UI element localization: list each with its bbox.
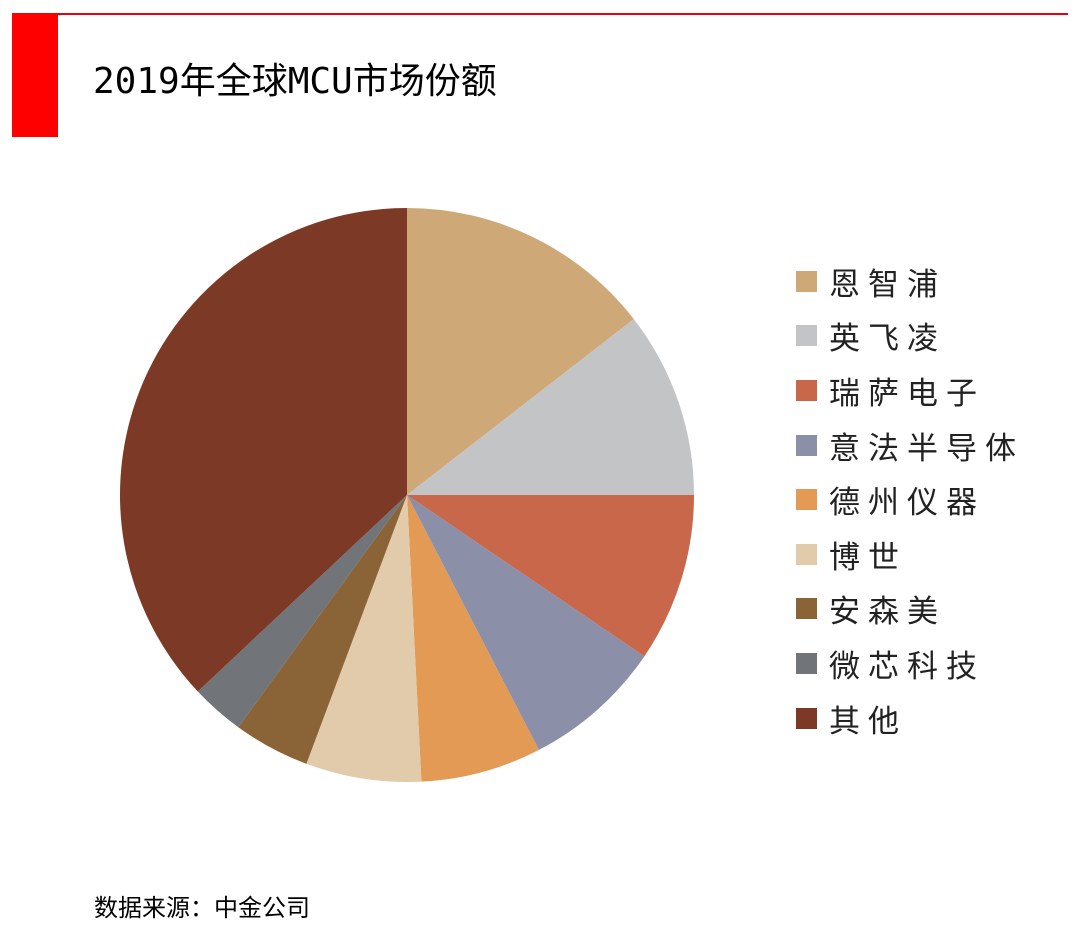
legend-item-5: 德州仪器 [796, 472, 1024, 527]
pie-slice-2 [407, 319, 694, 495]
legend-label: 德州仪器 [829, 485, 985, 522]
legend-label: 安森美 [829, 594, 946, 631]
legend-item-9: 其他 [796, 691, 1024, 746]
source-note: 数据来源：中金公司 [94, 894, 310, 922]
legend-swatch [796, 434, 817, 456]
pie-slice-1 [407, 208, 634, 495]
legend-swatch [796, 652, 817, 674]
legend-label: 微芯科技 [829, 648, 985, 685]
legend-swatch [796, 543, 817, 565]
pie-slice-9 [119, 208, 408, 692]
legend-item-7: 安森美 [796, 582, 1024, 637]
legend-label: 意法半导体 [829, 430, 1024, 467]
legend-swatch [796, 707, 817, 729]
legend-swatch [796, 270, 817, 292]
legend-swatch [796, 489, 817, 511]
title-accent-block [12, 13, 58, 137]
legend-item-4: 意法半导体 [796, 418, 1024, 473]
pie-slice-8 [197, 495, 407, 728]
legend-label: 其他 [829, 703, 907, 740]
legend-label: 英飞凌 [829, 321, 946, 358]
top-rule [12, 13, 1068, 15]
pie-slice-6 [306, 495, 422, 783]
legend-swatch [796, 598, 817, 620]
pie-chart [119, 208, 694, 783]
legend-label: 瑞萨电子 [829, 375, 985, 412]
pie-slice-3 [407, 495, 694, 657]
legend-label: 恩智浦 [829, 266, 946, 303]
pie-slice-7 [238, 495, 407, 764]
legend-item-2: 英飞凌 [796, 309, 1024, 364]
chart-legend: 恩智浦英飞凌瑞萨电子意法半导体德州仪器博世安森美微芯科技其他 [796, 254, 1024, 745]
legend-item-8: 微芯科技 [796, 636, 1024, 691]
legend-swatch [796, 379, 817, 401]
pie-slice-4 [407, 495, 645, 750]
chart-title: 2019年全球MCU市场份额 [93, 61, 497, 102]
legend-swatch [796, 325, 817, 347]
legend-item-1: 恩智浦 [796, 254, 1024, 309]
legend-label: 博世 [829, 539, 907, 576]
pie-slice-5 [407, 495, 539, 782]
legend-item-3: 瑞萨电子 [796, 363, 1024, 418]
legend-item-6: 博世 [796, 527, 1024, 582]
